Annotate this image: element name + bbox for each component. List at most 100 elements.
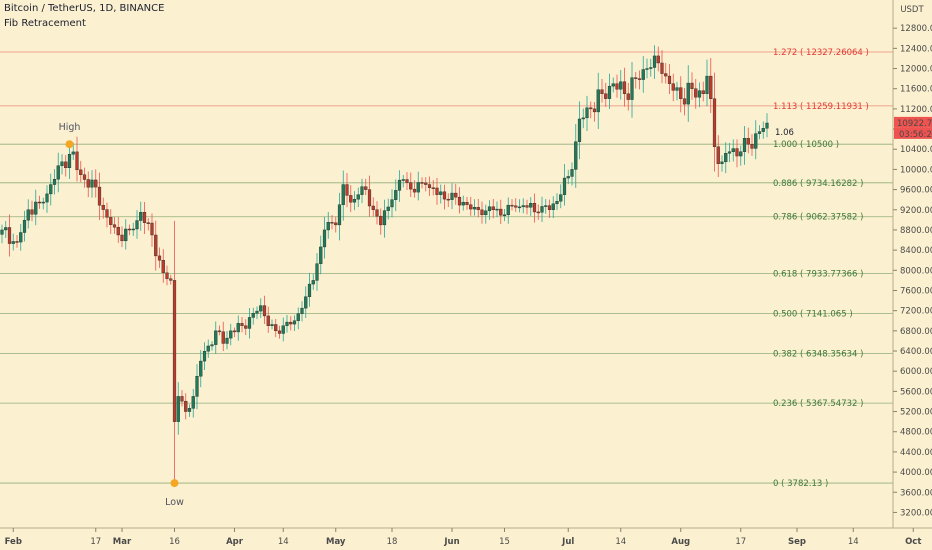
candle-body (98, 187, 101, 205)
candle-body (34, 202, 37, 214)
candle-body (252, 313, 255, 317)
candle-body (556, 201, 559, 204)
indicator-label[interactable]: Fib Retracement (4, 18, 86, 29)
candle-body (421, 182, 424, 183)
candle-body (578, 119, 581, 142)
candle-body (563, 178, 566, 195)
candle-body (593, 109, 596, 112)
candle-body (747, 138, 750, 144)
candle-body (604, 94, 607, 99)
candle-body (402, 180, 405, 181)
symbol-title[interactable]: Bitcoin / TetherUS, 1D, BINANCE (4, 3, 164, 14)
candle-body (619, 82, 622, 89)
price-tick-label: 6800.00 (900, 327, 932, 337)
low-marker-label: Low (165, 497, 184, 508)
candle-body (349, 195, 352, 202)
time-tick-label: Mar (113, 537, 132, 547)
candle-body (736, 149, 739, 156)
candle-body (724, 153, 727, 162)
candle-body (559, 195, 562, 202)
candle-body (739, 152, 742, 156)
candle-body (304, 297, 307, 308)
candle-body (64, 162, 67, 168)
candle-body (709, 76, 712, 99)
candle-body (237, 323, 240, 332)
candle-body (469, 205, 472, 209)
candle-body (484, 211, 487, 215)
candle-body (248, 317, 251, 328)
candle-body (661, 63, 664, 74)
candle-body (46, 194, 49, 202)
price-tick-label: 5600.00 (900, 387, 932, 397)
candle-body (241, 323, 244, 325)
candle-body (166, 273, 169, 279)
candle-body (331, 222, 334, 223)
candle-body (571, 169, 574, 176)
candle-body (544, 206, 547, 207)
candle-body (668, 76, 671, 84)
price-tick-label: 6000.00 (900, 367, 932, 377)
candle-body (113, 225, 116, 228)
candle-body (263, 306, 266, 316)
candle-body (214, 331, 217, 345)
time-tick-label: 17 (735, 537, 746, 547)
time-tick-label: 14 (848, 537, 859, 547)
candle-body (488, 207, 491, 211)
candle-body (379, 216, 382, 225)
time-tick-label: Feb (5, 537, 22, 547)
candle-body (432, 188, 435, 189)
price-tick-label: 12800.00 (900, 24, 932, 34)
candles (1, 45, 769, 480)
time-tick-label: Aug (671, 537, 690, 547)
candle-body (19, 233, 22, 243)
price-axis[interactable]: USDT 3200.00 3600.00 4000.00 4400.00 4800.00 5… (0, 0, 932, 528)
candle-body (128, 229, 131, 230)
candle-body (522, 206, 525, 207)
candle-body (638, 79, 641, 80)
candle-body (218, 331, 221, 332)
candle-body (616, 84, 619, 90)
candle-body (109, 217, 112, 224)
candle-body (766, 123, 769, 128)
candle-body (529, 203, 532, 207)
candle-body (173, 280, 176, 421)
time-tick-label: Oct (905, 537, 921, 547)
candle-body (203, 351, 206, 361)
time-axis[interactable]: Feb 17 Mar 16 Apr 14 May 18 Jun 15 Jul 14 Aug 17 Sep 14… (5, 528, 932, 547)
fib-level-label: 0.886 ( 9734.16282 ) (773, 179, 863, 189)
fib-level-label: 0.786 ( 9062.37582 ) (773, 213, 863, 223)
candle-body (83, 175, 86, 180)
candle-body (196, 376, 199, 396)
candle-body (188, 408, 191, 411)
candle-body (151, 223, 154, 235)
candle-body (383, 211, 386, 225)
candle-body (623, 82, 626, 94)
candle-body (387, 207, 390, 211)
candle-body (436, 188, 439, 195)
candle-body (376, 210, 379, 216)
candle-body (567, 176, 570, 178)
candle-body (439, 192, 442, 195)
time-tick-label: 14 (278, 537, 289, 547)
candle-body (458, 197, 461, 205)
price-tick-label: 9200.00 (900, 206, 932, 216)
candle-body (574, 142, 577, 170)
price-tick-label: 8800.00 (900, 226, 932, 236)
candle-body (743, 138, 746, 152)
candle-body (327, 222, 330, 230)
candle-body (406, 180, 409, 183)
candle-body (612, 84, 615, 86)
candle-body (1, 230, 4, 234)
candle-body (582, 118, 585, 119)
candle-body (597, 90, 600, 112)
price-tick-label: 4800.00 (900, 428, 932, 438)
candle-body (158, 256, 161, 260)
last-price-tag: 10922.7803:56:26 1.06 (775, 117, 932, 140)
ratio-label: 1.06 (775, 128, 794, 138)
candle-body (424, 183, 427, 185)
candle-body (507, 205, 510, 215)
time-tick-label: May (326, 537, 346, 547)
candle-body (754, 134, 757, 149)
countdown-value: 03:56:26 (899, 130, 932, 140)
